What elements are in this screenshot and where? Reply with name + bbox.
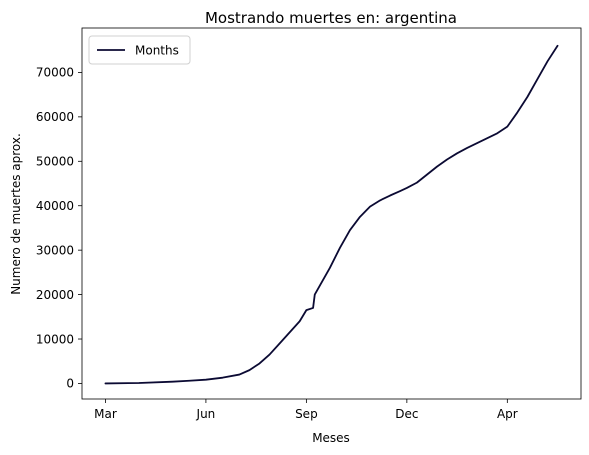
x-tick-label: Dec (395, 407, 418, 421)
series-layer (104, 44, 559, 385)
y-tick-label: 30000 (36, 243, 74, 257)
x-tick-label: Sep (295, 407, 318, 421)
y-axis: 0 10000 20000 30000 40000 50000 60000 70000 (36, 66, 82, 391)
y-tick-label: 40000 (36, 199, 74, 213)
y-tick-label: 0 (66, 377, 74, 391)
legend-box (88, 35, 191, 65)
y-tick-label: 20000 (36, 288, 74, 302)
y-axis-label: Numero de muertes aprox. (9, 133, 23, 295)
series-line (104, 44, 559, 385)
legend: Months (88, 35, 191, 65)
plot-frame (81, 27, 582, 400)
x-axis: Mar Jun Sep Dec Apr (94, 399, 518, 421)
chart-title: Mostrando muertes en: argentina (205, 9, 457, 27)
legend-label: Months (135, 44, 179, 58)
y-tick-label: 70000 (36, 66, 74, 80)
x-tick-label: Mar (94, 407, 117, 421)
y-tick-label: 50000 (36, 155, 74, 169)
x-tick-label: Apr (497, 407, 518, 421)
x-axis-label: Meses (312, 431, 350, 445)
plot-background (82, 28, 581, 399)
y-tick-label: 10000 (36, 332, 74, 346)
y-tick-label: 60000 (36, 110, 74, 124)
x-tick-label: Jun (196, 407, 216, 421)
plot-area: Mar Jun Sep Dec Apr 0 10000 20000 30000 40000 500… (36, 27, 582, 421)
